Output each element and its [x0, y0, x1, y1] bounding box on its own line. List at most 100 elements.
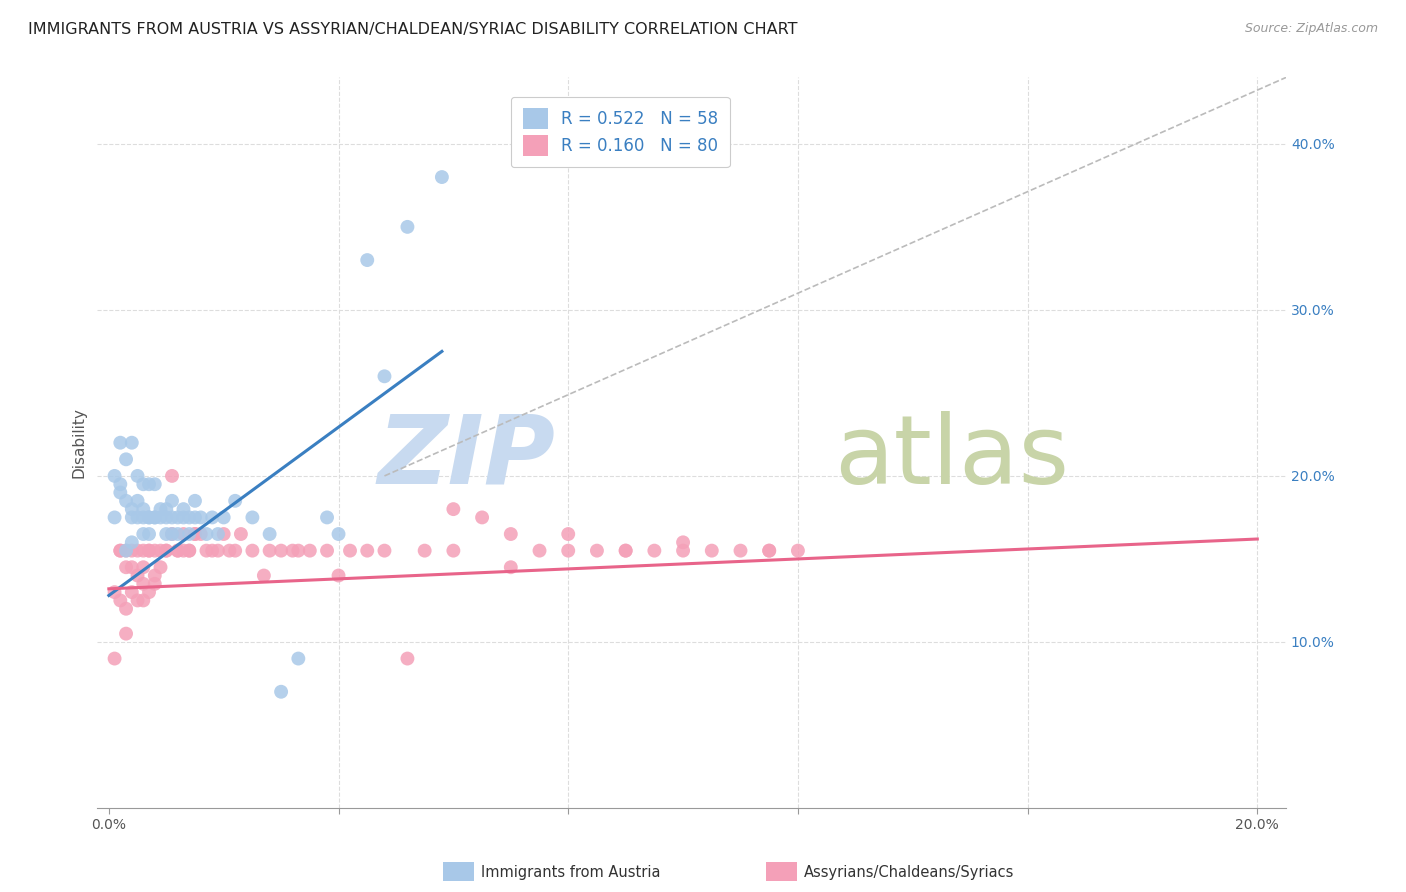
Point: [471, 510, 494, 524]
Point: [121, 435, 143, 450]
Point: [149, 543, 172, 558]
Point: [132, 577, 155, 591]
Point: [529, 543, 551, 558]
Point: [115, 493, 138, 508]
Point: [121, 543, 143, 558]
Point: [138, 477, 160, 491]
Point: [195, 543, 218, 558]
Point: [127, 510, 149, 524]
Point: [224, 493, 246, 508]
Point: [143, 543, 166, 558]
Point: [270, 543, 292, 558]
Point: [143, 510, 166, 524]
Point: [328, 568, 350, 582]
Text: atlas: atlas: [834, 411, 1070, 504]
Point: [160, 527, 183, 541]
Point: [190, 510, 212, 524]
Point: [253, 568, 276, 582]
Point: [270, 685, 292, 699]
Point: [229, 527, 252, 541]
Point: [110, 593, 132, 607]
Point: [287, 543, 309, 558]
Point: [160, 527, 183, 541]
Point: [281, 543, 304, 558]
Point: [132, 502, 155, 516]
Point: [259, 527, 281, 541]
Point: [396, 651, 419, 665]
Point: [758, 543, 780, 558]
Point: [127, 469, 149, 483]
Point: [173, 543, 195, 558]
Point: [143, 568, 166, 582]
Point: [730, 543, 752, 558]
Point: [115, 626, 138, 640]
Point: [316, 510, 339, 524]
Point: [143, 510, 166, 524]
Point: [173, 510, 195, 524]
Point: [195, 527, 218, 541]
Point: [373, 369, 395, 384]
Point: [184, 493, 207, 508]
Legend: R = 0.522   N = 58, R = 0.160   N = 80: R = 0.522 N = 58, R = 0.160 N = 80: [510, 96, 730, 168]
Point: [287, 651, 309, 665]
Point: [110, 477, 132, 491]
Point: [121, 502, 143, 516]
Point: [672, 543, 695, 558]
Point: [149, 502, 172, 516]
Point: [121, 560, 143, 574]
Point: [143, 577, 166, 591]
Point: [138, 527, 160, 541]
Point: [557, 543, 579, 558]
Point: [224, 543, 246, 558]
Point: [155, 543, 177, 558]
Point: [298, 543, 321, 558]
Point: [614, 543, 637, 558]
Point: [115, 543, 138, 558]
Point: [173, 502, 195, 516]
Point: [103, 469, 125, 483]
Point: [127, 493, 149, 508]
Point: [115, 560, 138, 574]
Point: [356, 253, 378, 268]
Point: [132, 527, 155, 541]
Point: [207, 543, 229, 558]
Text: ZIP: ZIP: [377, 411, 555, 504]
Point: [184, 510, 207, 524]
Point: [339, 543, 361, 558]
Point: [155, 527, 177, 541]
Point: [132, 593, 155, 607]
Point: [316, 543, 339, 558]
Point: [441, 543, 464, 558]
Point: [430, 169, 453, 184]
Point: [614, 543, 637, 558]
Point: [103, 651, 125, 665]
Point: [115, 601, 138, 615]
Point: [201, 510, 224, 524]
Point: [160, 493, 183, 508]
Point: [138, 585, 160, 599]
Point: [179, 527, 201, 541]
Point: [132, 510, 155, 524]
Point: [127, 543, 149, 558]
Point: [115, 543, 138, 558]
Point: [499, 560, 522, 574]
Point: [115, 452, 138, 467]
Point: [173, 527, 195, 541]
Point: [242, 510, 264, 524]
Point: [160, 469, 183, 483]
Text: IMMIGRANTS FROM AUSTRIA VS ASSYRIAN/CHALDEAN/SYRIAC DISABILITY CORRELATION CHART: IMMIGRANTS FROM AUSTRIA VS ASSYRIAN/CHAL…: [28, 22, 797, 37]
Point: [499, 527, 522, 541]
Point: [413, 543, 436, 558]
Point: [103, 510, 125, 524]
Point: [179, 543, 201, 558]
Text: Source: ZipAtlas.com: Source: ZipAtlas.com: [1244, 22, 1378, 36]
Point: [396, 219, 419, 234]
Point: [212, 527, 235, 541]
Point: [586, 543, 609, 558]
Point: [155, 502, 177, 516]
Y-axis label: Disability: Disability: [72, 408, 86, 478]
Point: [758, 543, 780, 558]
Point: [138, 543, 160, 558]
Point: [121, 585, 143, 599]
Point: [643, 543, 665, 558]
